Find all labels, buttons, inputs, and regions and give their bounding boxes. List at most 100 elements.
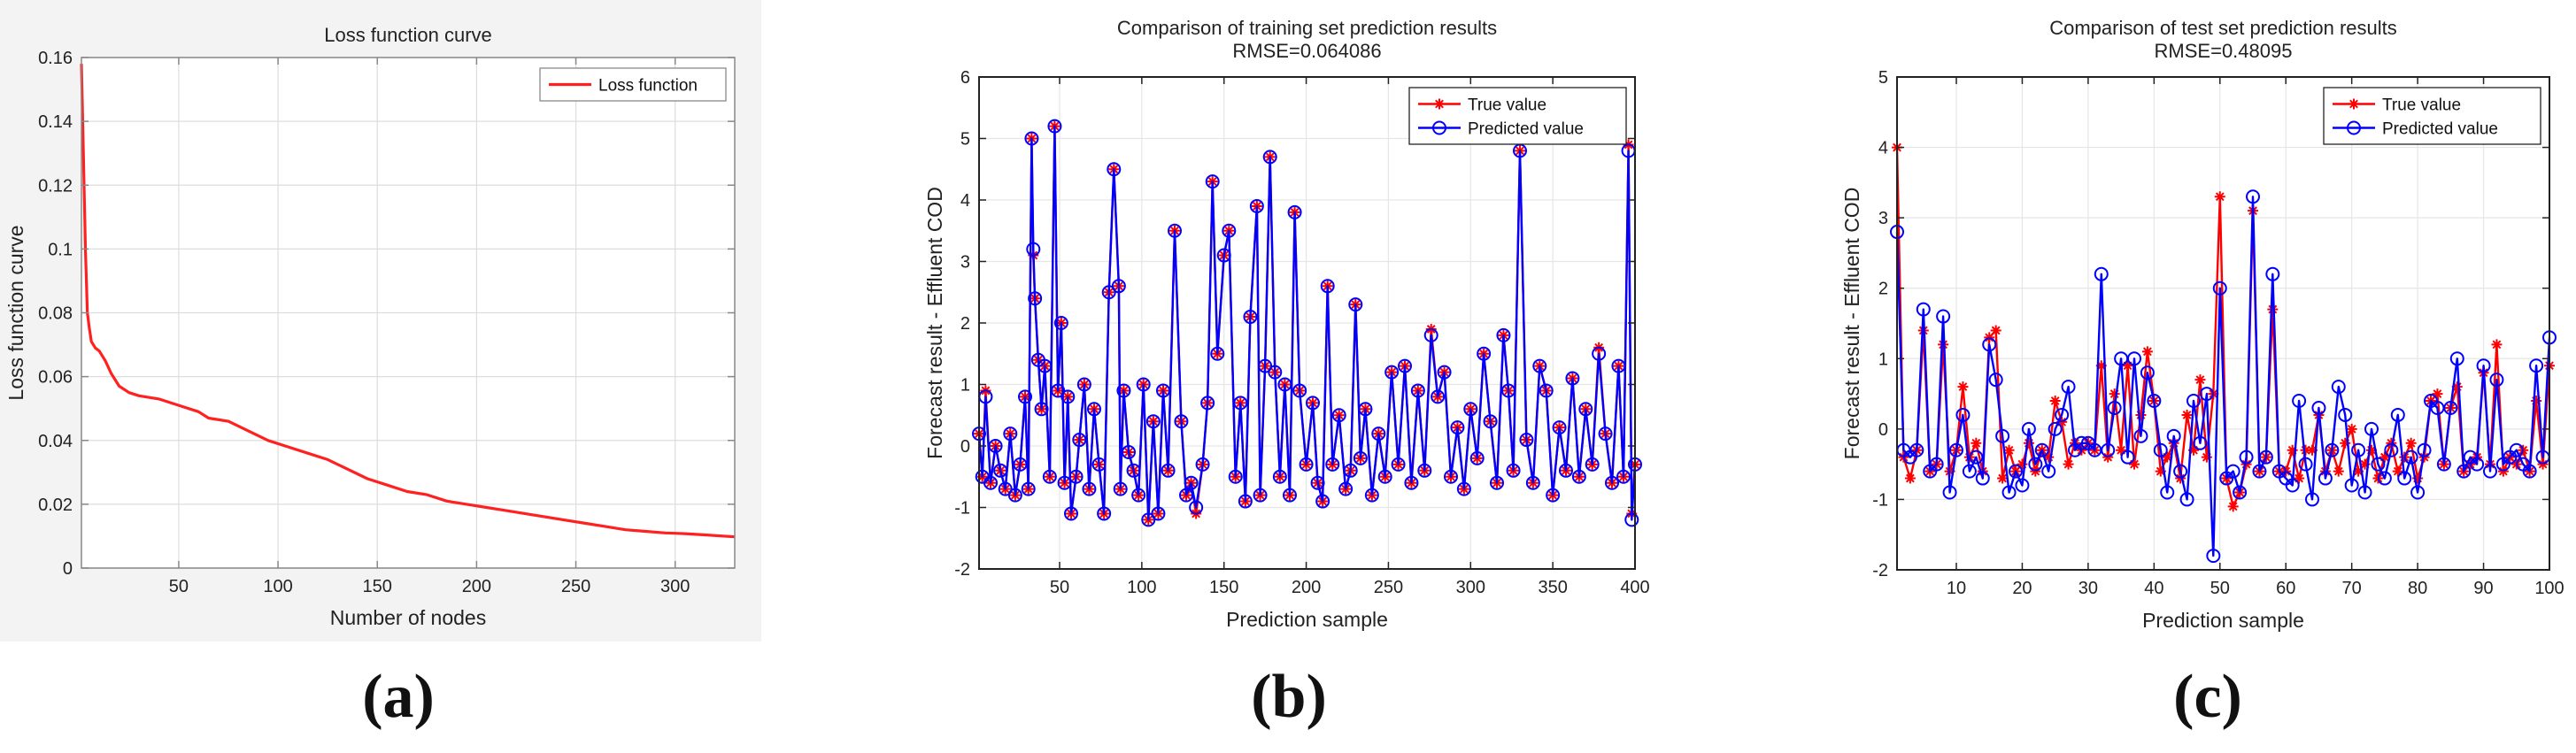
panel-label: (a) <box>362 663 435 731</box>
predicted-value-point <box>1189 500 1204 515</box>
predicted-value-point <box>1277 377 1292 392</box>
series-line-loss-function <box>80 64 736 539</box>
predicted-value-point <box>1087 402 1101 417</box>
predicted-value-point <box>1072 433 1087 448</box>
predicted-value-point <box>1501 383 1516 398</box>
y-tick-label: 0.02 <box>38 496 73 515</box>
y-tick-label: -1 <box>954 499 970 519</box>
y-tick-label: 5 <box>960 130 970 150</box>
x-tick-label: 100 <box>263 577 292 596</box>
true-value-point <box>2095 360 2107 372</box>
true-value-point <box>1971 437 1982 449</box>
predicted-value-point <box>2021 421 2036 436</box>
predicted-value-point <box>1343 463 1358 478</box>
predicted-value-point <box>1184 475 1199 490</box>
true-value-point <box>2135 409 2147 420</box>
predicted-value-point <box>2041 464 2056 479</box>
predicted-value-point <box>2476 358 2491 373</box>
legend-marker-star <box>2348 98 2359 110</box>
predicted-value-point <box>1262 150 1277 165</box>
predicted-value-point <box>1463 402 1478 417</box>
y-tick-label: -2 <box>954 560 970 580</box>
predicted-value-point <box>2233 485 2248 500</box>
predicted-value-point <box>2074 435 2089 450</box>
x-tick-label: 50 <box>1050 578 1069 597</box>
predicted-value-point <box>1469 450 1485 465</box>
predicted-value-point <box>1205 174 1220 189</box>
predicted-value-point <box>1028 291 1043 306</box>
predicted-value-point <box>2410 485 2426 500</box>
y-tick-label: 0.08 <box>38 304 73 324</box>
predicted-value-point <box>2034 442 2049 457</box>
predicted-value-point <box>1546 488 1561 503</box>
x-tick-label: 50 <box>169 577 189 596</box>
predicted-value-point <box>1272 469 1287 484</box>
predicted-value-point <box>1552 420 1567 435</box>
predicted-value-point <box>2417 442 2432 457</box>
predicted-value-point <box>2252 464 2267 479</box>
x-tick-label: 400 <box>1620 578 1649 597</box>
predicted-value-point <box>1519 433 1534 448</box>
predicted-value-point <box>1616 469 1631 484</box>
y-tick-label: 0.1 <box>48 240 73 259</box>
predicted-value-point <box>1091 457 1107 472</box>
predicted-value-point <box>2001 485 2017 500</box>
predicted-value-point <box>1598 426 1613 442</box>
x-tick-label: 70 <box>2342 579 2362 598</box>
y-tick-label: 0.04 <box>38 432 73 451</box>
predicted-value-point <box>1982 337 1997 352</box>
x-tick-label: 90 <box>2473 579 2493 598</box>
predicted-value-point <box>1539 383 1554 398</box>
predicted-value-point <box>1145 414 1161 429</box>
predicted-value-point <box>2371 457 2386 472</box>
predicted-value-point <box>2364 421 2379 436</box>
predicted-value-point <box>1962 464 1977 479</box>
true-value-point <box>2181 409 2193 420</box>
predicted-value-point <box>2015 478 2030 493</box>
y-tick-label: 6 <box>960 68 970 88</box>
predicted-value-point <box>1331 408 1346 423</box>
true-value-point <box>2333 465 2344 477</box>
true-value-point <box>2023 437 2034 449</box>
y-tick-label: 3 <box>960 253 970 273</box>
predicted-value-point <box>2344 478 2359 493</box>
predicted-value-point <box>1003 426 1018 442</box>
y-axis-label: Loss function curve <box>4 225 27 400</box>
predicted-value-point <box>1398 358 1412 373</box>
panel-label: (c) <box>2173 663 2242 731</box>
predicted-value-point <box>2153 442 2168 457</box>
predicted-value-point <box>983 475 998 490</box>
x-axis-label: Prediction sample <box>2142 609 2304 632</box>
predicted-value-point <box>1571 469 1586 484</box>
true-value-point <box>2109 388 2120 400</box>
x-tick-label: 250 <box>1374 578 1403 597</box>
legend-marker-circle <box>2347 120 2361 135</box>
predicted-value-point <box>1936 309 1951 324</box>
predicted-value-point <box>1161 463 1176 478</box>
predicted-value-point <box>1371 426 1386 442</box>
predicted-value-point <box>2403 449 2418 465</box>
predicted-value-point <box>2239 449 2254 465</box>
predicted-value-point <box>1377 469 1392 484</box>
predicted-value-point <box>2285 478 2300 493</box>
y-tick-label: 0 <box>960 437 970 457</box>
true-value-point <box>2392 465 2403 477</box>
y-tick-label: 1 <box>960 376 970 396</box>
y-tick-label: 2 <box>960 314 970 334</box>
predicted-value-point <box>2107 400 2122 415</box>
predicted-value-point <box>2292 394 2307 409</box>
predicted-value-point <box>1325 457 1340 472</box>
x-tick-label: 20 <box>2012 579 2032 598</box>
predicted-value-point <box>1299 457 1314 472</box>
predicted-value-point <box>2127 351 2141 366</box>
predicted-value-point <box>2265 266 2280 281</box>
predicted-value-point <box>1233 396 1248 411</box>
predicted-value-point <box>1068 469 1084 484</box>
predicted-value-point <box>1611 358 1626 373</box>
predicted-value-point <box>2199 387 2214 402</box>
y-axis-label: Forecast result - Effluent COD <box>1840 188 1863 460</box>
y-tick-label: -2 <box>1872 561 1888 580</box>
chart-subtitle: RMSE=0.064086 <box>1232 40 1381 62</box>
predicted-value-point <box>1283 488 1297 503</box>
chart-subtitle: RMSE=0.48095 <box>2155 40 2293 62</box>
